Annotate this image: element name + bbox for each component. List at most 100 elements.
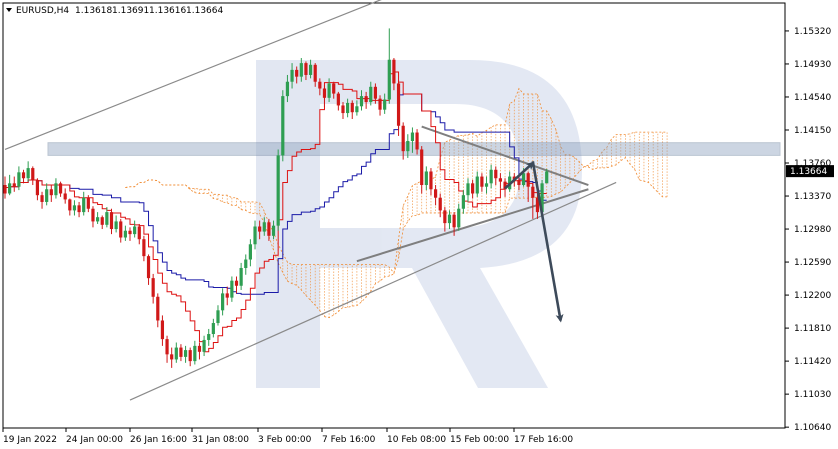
candle-body [123,230,127,238]
candle-body [521,173,526,186]
candle-body [49,189,53,196]
candle-body [58,183,63,194]
candle-body [119,221,123,238]
price-tick-label: 1.14150 [794,126,831,136]
price-tick-label: 1.13370 [794,192,831,202]
candle-body [383,99,387,110]
candle-body [258,226,262,232]
candle-body [471,183,475,194]
candle-body [82,197,86,213]
candle-body [373,86,377,99]
candle-body [327,83,331,98]
time-tick-label: 10 Feb 08:00 [387,435,446,445]
candle-body [137,226,141,240]
candle-body [498,178,503,182]
candle-body [21,172,26,179]
channel-line [4,0,382,151]
candle-body [429,171,433,190]
price-tick-label: 1.15320 [794,27,831,37]
candle-body [299,63,303,77]
triangle-line [356,188,589,263]
senkou-span-a [125,87,668,319]
candle-body [475,176,479,194]
time-tick-label: 7 Feb 16:00 [322,435,376,445]
plot-frame [2,2,786,429]
forecast-arrow [504,161,535,190]
candle-body [276,155,280,226]
candle-body [31,168,35,180]
resistance-zone-rect [47,142,781,156]
candle-body [364,96,368,103]
candle-body [105,212,109,225]
price-tick-label: 1.11030 [794,390,831,400]
candle-body [230,280,234,298]
candle-body [443,210,447,224]
candle-body [452,214,456,228]
candle-body [165,339,169,355]
candle-body [170,354,174,360]
low-value: 1.13616 [149,6,186,16]
candle-body [68,199,72,211]
candle-body [438,197,442,211]
candle-body [72,205,77,211]
candle-body [406,140,410,152]
candle-body [54,183,58,196]
candle-body [359,96,364,107]
candle-body [290,69,294,82]
forecast-arrow [531,161,564,323]
candle-body [239,267,243,286]
time-tick-label: 19 Jan 2022 [3,435,57,445]
candle-body [318,81,322,89]
time-tick-label: 17 Feb 16:00 [514,435,573,445]
price-tick-label: 1.14540 [794,93,831,103]
time-tick-label: 26 Jan 16:00 [130,435,187,445]
candle-body [531,186,535,198]
candle-body [341,105,345,114]
candle-body [489,169,493,184]
candle-body [8,183,12,194]
candle-body [114,221,118,230]
candle-body [197,345,202,352]
watermark-logo [256,60,582,388]
candle-body [216,310,220,324]
senkou-span-b [125,131,668,274]
candle-body [183,350,188,357]
candle-body [77,205,81,213]
candle-body [211,323,215,335]
dropdown-triangle-icon[interactable] [6,8,12,12]
kijun-line [5,93,547,295]
candle-body [151,278,155,297]
candle-body [100,217,104,225]
candle-body [540,183,544,213]
price-tick-label: 1.11810 [794,324,831,334]
candle-body [355,106,359,113]
candle-body [484,183,489,187]
candle-body [271,225,276,236]
time-axis: 19 Jan 2022 24 Jan 00:00 26 Jan 16:00 31 Ja… [2,428,573,445]
price-tick-label: 1.13760 [794,159,831,169]
time-tick-label: 15 Feb 00:00 [450,435,509,445]
current-price-tag: 1.13664 [786,165,834,178]
candle-body [133,226,137,235]
channel-line [129,181,617,401]
candle-body [17,172,21,187]
candle-body [503,181,507,190]
candle-body [109,212,114,230]
candle-body [281,96,285,156]
candle-body [35,179,40,196]
close-value: 1.13664 [186,6,223,16]
candle-body [369,86,373,103]
candle-body [262,222,266,232]
candle-body [313,64,317,82]
price-tick-label: 1.12200 [794,291,831,301]
candle-body [45,189,49,202]
candle-body [545,171,549,184]
time-tick-label: 31 Jan 08:00 [192,435,249,445]
candle-body [401,125,405,152]
time-tick-label: 3 Feb 00:00 [258,435,312,445]
price-tick-label: 1.11420 [794,357,831,367]
candle-body [26,168,30,179]
candle-body [447,214,452,224]
